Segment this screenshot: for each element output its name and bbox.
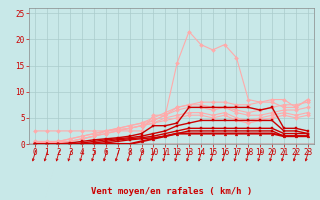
Text: Vent moyen/en rafales ( km/h ): Vent moyen/en rafales ( km/h ) bbox=[91, 187, 252, 196]
